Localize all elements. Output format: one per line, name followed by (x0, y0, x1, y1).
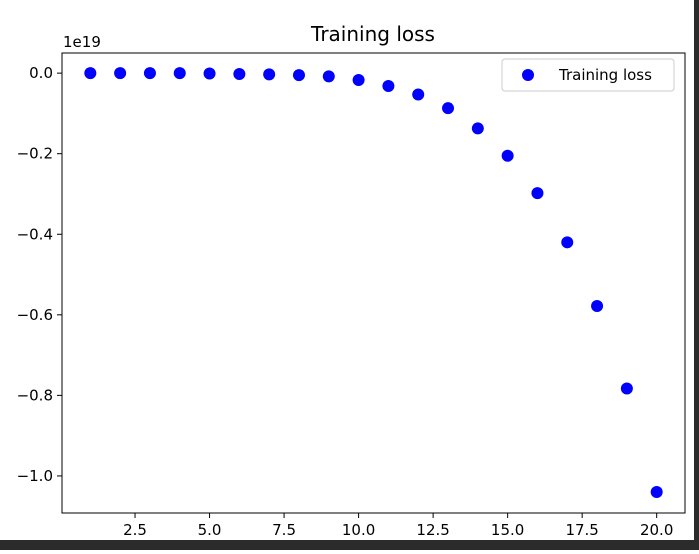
data-point (531, 187, 544, 200)
plot-frame (61, 52, 686, 514)
data-point (352, 73, 365, 86)
data-point (591, 299, 604, 312)
y-offset-label: 1e19 (63, 33, 101, 51)
data-point (650, 486, 663, 499)
data-point (620, 382, 633, 395)
data-point (471, 122, 484, 135)
x-tick-label: 2.5 (123, 521, 147, 539)
x-tick-label: 17.5 (565, 521, 598, 539)
data-point (233, 67, 246, 80)
x-tick-label: 12.5 (416, 521, 449, 539)
legend-marker (522, 69, 534, 81)
data-point (292, 69, 305, 82)
y-tick-label: −0.6 (17, 306, 53, 324)
window-edge-right (694, 0, 699, 550)
chart-title: Training loss (310, 22, 435, 46)
y-tick-label: −0.2 (17, 145, 53, 163)
data-point (263, 68, 276, 81)
legend: Training loss (501, 58, 675, 92)
data-point (84, 67, 97, 80)
data-point (143, 67, 156, 80)
x-tick-label: 10.0 (342, 521, 375, 539)
data-point (382, 80, 395, 93)
data-point (173, 67, 186, 80)
data-point (322, 70, 335, 83)
x-tick-label: 5.0 (198, 521, 222, 539)
data-point (412, 88, 425, 101)
legend-label: Training loss (558, 66, 652, 84)
x-tick-label: 7.5 (272, 521, 296, 539)
data-points (84, 67, 663, 499)
x-axis: 2.5 5.0 7.5 10.0 12.5 15.0 17.5 20.0 (123, 513, 673, 539)
y-tick-label: −0.4 (17, 225, 53, 243)
data-point (561, 236, 574, 249)
data-point (203, 67, 216, 80)
window-edge-bottom (0, 540, 699, 550)
x-tick-label: 15.0 (491, 521, 524, 539)
x-tick-label: 20.0 (640, 521, 673, 539)
data-point (442, 102, 455, 115)
y-tick-label: 0.0 (29, 64, 53, 82)
data-point (114, 67, 127, 80)
y-tick-label: −0.8 (17, 386, 53, 404)
data-point (501, 149, 514, 162)
y-axis: 0.0 −0.2 −0.4 −0.6 −0.8 −1.0 (17, 64, 62, 485)
y-tick-label: −1.0 (17, 467, 53, 485)
legend-box (501, 58, 675, 92)
